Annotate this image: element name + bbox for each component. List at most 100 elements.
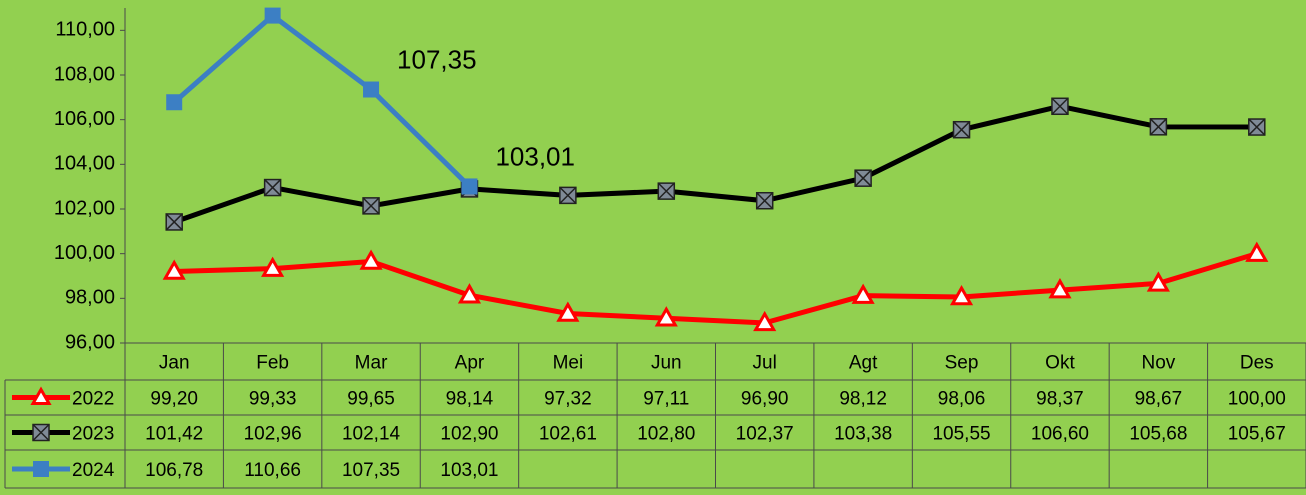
marker [1048,278,1072,299]
square [363,81,380,98]
y-tick-label: 100,00 [54,242,115,264]
series-line [173,103,1257,225]
x-tick-label: Okt [1045,353,1075,374]
marker [165,213,183,231]
cross [1149,118,1167,136]
table-value: 101,42 [145,424,203,445]
triangle [753,310,777,332]
table-value: 103,01 [440,460,498,481]
triangle [1245,241,1269,262]
y-tick-label: 108,00 [54,63,115,85]
table-value: 102,61 [539,424,597,445]
table-value: 103,38 [834,424,892,445]
marker [166,94,183,111]
table-value: 97,32 [544,389,592,410]
x-tick-label: Mei [553,353,584,374]
cross [1248,118,1266,136]
table-value: 107,35 [342,460,400,481]
marker [30,386,52,405]
x-tick-label: Apr [455,353,485,374]
cross [362,197,380,215]
marker [753,310,777,332]
triangle [1146,271,1170,292]
y-tick-label: 110,00 [55,19,115,41]
table-value: 110,66 [244,460,301,481]
table-value: 105,68 [1129,424,1187,445]
marker [33,461,49,477]
triangle [654,306,678,327]
square [461,178,478,195]
square [33,461,49,477]
x-tick-label: Sep [945,353,979,374]
x-tick-label: Agt [849,353,878,374]
table-value: 106,60 [1031,424,1089,445]
table-value: 106,78 [145,460,203,481]
cross [1051,97,1069,115]
triangle [162,259,186,280]
marker [657,182,676,200]
table-value: 98,37 [1036,389,1084,410]
x-tick-label: Jun [651,353,682,374]
x-tick-label: Des [1240,353,1274,374]
cross [264,179,282,197]
table-value: 102,80 [637,424,695,445]
x-tick-label: Mar [355,353,388,374]
marker [851,283,875,304]
marker [264,7,281,24]
table-value: 105,55 [932,424,990,445]
marker [261,256,285,277]
marker [654,306,678,327]
marker [952,120,971,139]
table-value: 100,00 [1228,389,1286,410]
x-tick-label: Feb [256,353,289,374]
marker [559,186,577,205]
marker [854,169,872,187]
cross [756,192,774,210]
data-label: 103,01 [495,141,575,171]
marker [363,81,380,98]
cross [657,182,675,200]
cross [854,169,872,187]
triangle [556,301,580,322]
cross [559,186,577,204]
marker [162,259,186,280]
cross [32,423,50,442]
triangle [457,283,482,304]
marker [556,301,580,322]
data-label: 107,35 [397,44,477,74]
y-tick-label: 96,00 [65,331,115,353]
marker [263,178,282,197]
table-value: 105,67 [1228,424,1286,445]
triangle [949,284,974,306]
marker [1051,97,1069,116]
marker [755,191,774,210]
marker [949,284,974,306]
square [264,7,281,24]
x-tick-label: Nov [1141,353,1175,374]
table-value: 98,67 [1135,389,1183,410]
table-value: 102,37 [736,424,794,445]
table-value: 96,90 [741,389,789,410]
triangle [30,386,52,405]
triangle [1048,278,1072,299]
series-line [174,251,1258,326]
table-value: 102,14 [342,424,401,445]
y-tick-label: 106,00 [54,108,115,130]
cross [165,213,183,231]
cross [953,121,971,139]
table-value: 99,33 [249,389,297,410]
table-value: 98,14 [446,389,494,410]
y-tick-label: 98,00 [65,287,115,309]
marker [1248,118,1266,136]
marker [461,178,478,195]
marker [457,283,482,304]
y-tick-label: 104,00 [54,153,115,175]
table-value: 99,20 [150,389,198,410]
marker [1149,118,1168,136]
legend-label: 2022 [72,389,114,410]
table-value: 98,06 [938,389,986,410]
legend-label: 2023 [72,424,114,445]
table-value: 102,90 [440,424,498,445]
